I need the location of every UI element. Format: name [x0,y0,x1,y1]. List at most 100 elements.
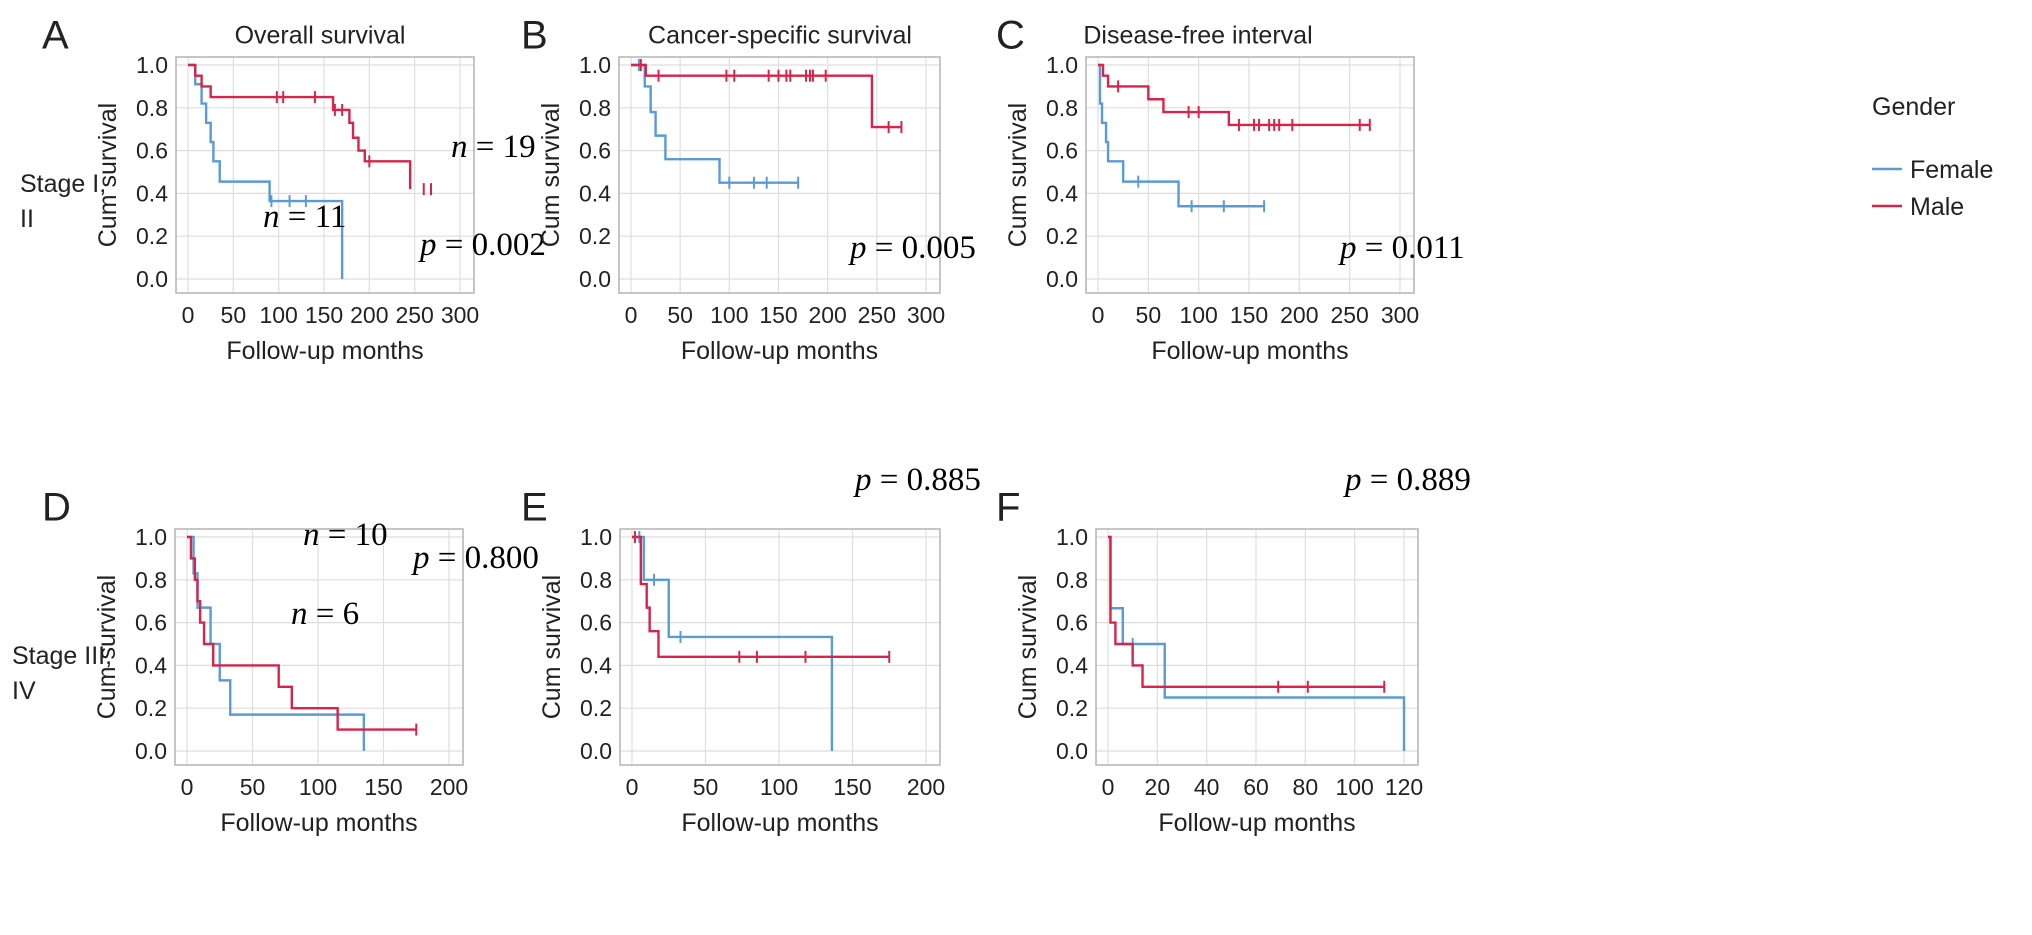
panel-letter: B [521,14,548,58]
p-value-label: p = 0.889 [1343,462,1471,498]
x-axis-label: Follow-up months [681,337,878,365]
x-tick-label: 250 [1330,302,1368,328]
y-tick-label: 0.8 [579,95,611,121]
y-axis-label: Cum survival [538,575,566,719]
km-curve-male [187,535,417,731]
x-tick-label: 200 [907,774,945,800]
n-label-male: n = 19 [451,129,536,165]
x-tick-label: 150 [1230,302,1268,328]
x-tick-label: 150 [833,774,871,800]
panel-title: Overall survival [235,22,406,50]
panel-title: Cancer-specific survival [648,22,912,50]
y-tick-label: 0.2 [1056,695,1088,721]
y-tick-label: 0.2 [580,695,612,721]
y-tick-label: 1.0 [136,52,168,78]
y-tick-label: 0.6 [1056,610,1088,636]
p-value-label: p = 0.005 [848,230,976,266]
x-tick-label: 0 [1092,302,1105,328]
panel-letter: F [996,486,1020,530]
x-tick-label: 20 [1145,774,1171,800]
x-tick-label: 300 [1381,302,1419,328]
y-tick-label: 0.0 [579,266,611,292]
y-tick-label: 0.4 [1046,180,1078,206]
plot-frame [619,528,941,766]
x-tick-label: 150 [364,774,402,800]
km-curve-female [632,535,834,751]
x-tick-label: 250 [858,302,896,328]
km-curve-male [632,535,890,659]
y-tick-label: 0.2 [579,223,611,249]
y-tick-label: 0.6 [135,610,167,636]
panel-letter: E [521,486,548,530]
x-tick-label: 100 [1335,774,1373,800]
plot-frame [618,56,941,294]
x-tick-label: 300 [441,302,479,328]
x-tick-label: 50 [667,302,693,328]
y-axis-label: Cum survival [1014,575,1042,719]
y-axis-label: Cum survival [94,103,122,247]
y-tick-label: 0.8 [136,95,168,121]
y-tick-label: 0.0 [1046,266,1078,292]
panel-a: 0 50 100 150 200 250 300 0.0 0.2 0.4 0.6 0.8 1.0 Foll… [42,14,546,365]
y-tick-label: 0.2 [135,695,167,721]
x-tick-label: 50 [221,302,247,328]
y-tick-label: 0.6 [579,138,611,164]
y-tick-label: 1.0 [135,524,167,550]
plot-frame [175,56,475,294]
x-axis-label: Follow-up months [226,337,423,365]
legend: Gender Female Male [1872,93,1993,221]
y-tick-label: 0.0 [136,266,168,292]
x-tick-label: 200 [1280,302,1318,328]
x-tick-label: 120 [1385,774,1423,800]
legend-label-male: Male [1910,193,1964,221]
row-label-stage-1-2-line1: Stage I, [20,170,106,198]
legend-label-female: Female [1910,156,1993,184]
y-tick-label: 1.0 [580,524,612,550]
y-axis-label: Cum survival [93,575,121,719]
y-tick-label: 0.0 [135,738,167,764]
panel-c: 0 50 100 150 200 250 300 0.0 0.2 0.4 0.6 0.8 1.0 Foll… [996,14,1465,365]
x-tick-label: 60 [1243,774,1269,800]
x-axis-label: Follow-up months [1158,809,1355,837]
row-label-stage-1-2-line2: II [20,205,34,233]
panel-letter: A [42,14,69,58]
y-tick-label: 0.8 [580,567,612,593]
y-tick-label: 0.8 [1046,95,1078,121]
y-tick-label: 0.4 [1056,652,1088,678]
km-curve-male [1098,63,1370,127]
x-tick-label: 250 [395,302,433,328]
x-tick-label: 200 [350,302,388,328]
p-value-label: p = 0.002 [418,227,546,263]
panel-d: 0 50 100 150 200 0.0 0.2 0.4 0.6 0.8 1.0 Follow-up … [42,486,539,837]
x-tick-label: 80 [1293,774,1319,800]
panel-e: 0 50 100 150 200 0.0 0.2 0.4 0.6 0.8 1.0 Follow-up … [521,462,981,837]
x-tick-label: 0 [1102,774,1115,800]
y-tick-label: 0.2 [136,223,168,249]
y-tick-label: 0.6 [136,138,168,164]
panel-b: 0 50 100 150 200 250 300 0.0 0.2 0.4 0.6 0.8 1.0 Foll… [521,14,976,365]
x-tick-label: 200 [430,774,468,800]
n-label-male: n = 10 [303,517,388,553]
y-tick-label: 0.0 [580,738,612,764]
y-tick-label: 0.4 [136,180,168,206]
row-label-stage-3-4-line1: Stage III, [12,642,112,670]
legend-title: Gender [1872,93,1955,121]
p-value-label: p = 0.885 [853,462,981,498]
km-curve-female [1098,63,1265,208]
n-label-female: n = 6 [291,596,359,632]
x-axis-label: Follow-up months [220,809,417,837]
y-tick-label: 0.8 [1056,567,1088,593]
panel-letter: D [42,486,71,530]
x-tick-label: 50 [1136,302,1162,328]
x-tick-label: 300 [907,302,945,328]
km-curve-female [188,63,344,279]
km-curve-male [188,63,412,190]
x-tick-label: 50 [240,774,266,800]
x-tick-label: 200 [808,302,846,328]
km-curve-male [1108,535,1385,688]
km-curve-female [631,63,799,184]
km-curve-male [631,63,902,129]
y-tick-label: 0.2 [1046,223,1078,249]
y-tick-label: 0.4 [579,180,611,206]
x-tick-label: 0 [626,774,639,800]
